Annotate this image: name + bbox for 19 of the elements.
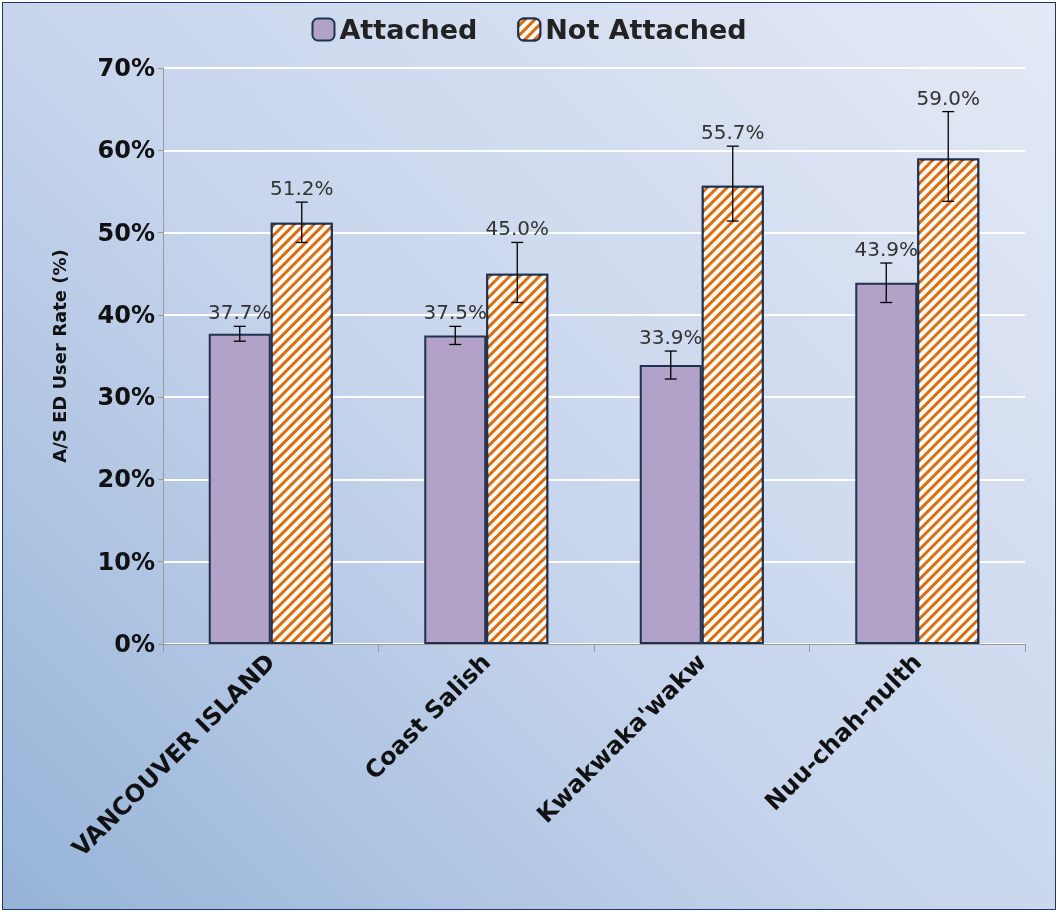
legend-label: Attached (339, 14, 478, 45)
data-label: 37.5% (423, 300, 488, 325)
y-tick-label: 60% (97, 136, 155, 165)
legend-label: Not Attached (545, 14, 747, 45)
data-label: 59.0% (916, 85, 981, 110)
y-tick-label: 40% (97, 300, 155, 329)
data-label: 37.7% (207, 300, 272, 325)
y-tick-label: 50% (97, 218, 155, 247)
data-label: 55.7% (700, 120, 765, 145)
data-label: 51.2% (269, 176, 334, 201)
y-tick-label: 10% (97, 547, 155, 576)
y-tick-label: 0% (114, 630, 155, 658)
y-tick-label: 30% (97, 383, 155, 412)
data-label: 45.0% (485, 216, 550, 241)
y-axis-title: A/S ED User Rate (%) (48, 249, 70, 463)
y-tick-label: 20% (97, 465, 155, 494)
y-tick-label: 70% (97, 54, 155, 82)
data-label: 43.9% (854, 237, 919, 262)
data-label: 33.9% (638, 325, 703, 350)
